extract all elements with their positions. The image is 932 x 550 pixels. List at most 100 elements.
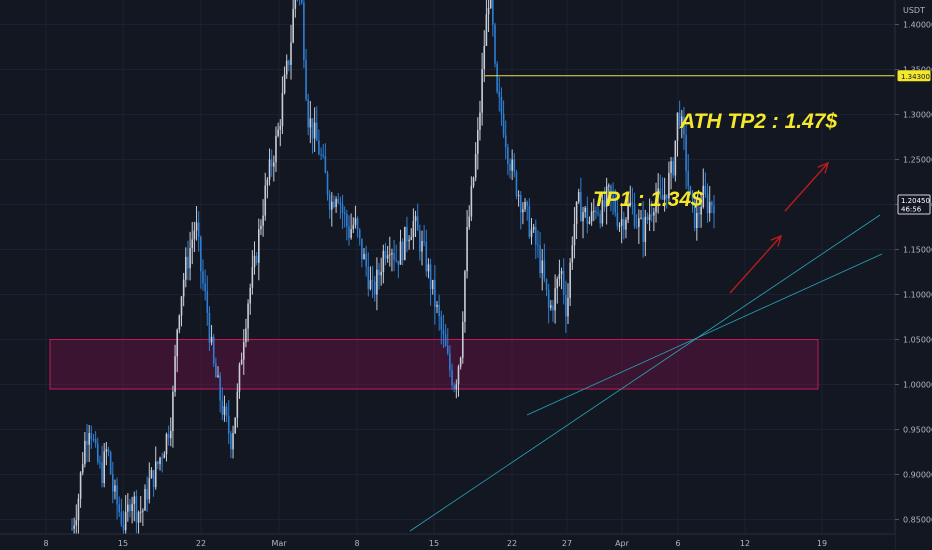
- candle-body: [81, 464, 84, 473]
- candle-body: [187, 256, 189, 269]
- candle-body: [661, 195, 664, 200]
- candle-body: [517, 195, 520, 197]
- candle-body: [133, 496, 136, 504]
- candle-body: [88, 432, 90, 445]
- y-tick-label: 1.30000: [903, 111, 932, 120]
- candle-body: [197, 222, 200, 237]
- arrow-shaft: [729, 235, 782, 294]
- candle-body: [481, 69, 483, 113]
- candle-body: [534, 226, 537, 245]
- candle-body: [629, 202, 632, 206]
- candle-body: [442, 329, 445, 335]
- support-zone: [49, 339, 819, 390]
- candle-body: [101, 462, 103, 484]
- candle-body: [275, 135, 277, 163]
- candle-body: [696, 212, 698, 229]
- candle-body: [245, 328, 247, 343]
- price-scale-panel[interactable]: [895, 0, 932, 550]
- x-tick-label: 19: [817, 539, 827, 548]
- price-tag-tp1: 1.34300: [897, 70, 931, 82]
- candle-body: [642, 217, 644, 242]
- candle-body: [659, 188, 662, 196]
- candle-body: [522, 209, 524, 213]
- candle-body: [601, 200, 604, 224]
- candle-body: [92, 439, 95, 441]
- candle-body: [698, 212, 700, 215]
- candle-body: [560, 270, 563, 275]
- y-tick-label: 1.05000: [903, 336, 932, 345]
- candle-body: [526, 201, 528, 206]
- candle-body: [249, 287, 252, 304]
- candle-body: [217, 375, 219, 378]
- candle-body: [674, 140, 677, 176]
- candle-body: [152, 470, 155, 488]
- candle-body: [114, 485, 116, 492]
- candle-body: [509, 164, 511, 171]
- candle-body: [251, 267, 254, 288]
- candle-body: [159, 457, 161, 465]
- candle-body: [665, 194, 668, 199]
- candle-body: [212, 336, 215, 364]
- candle-body: [464, 271, 466, 322]
- candle-body: [504, 135, 507, 148]
- candle-body: [646, 216, 649, 221]
- candle-body: [492, 0, 494, 25]
- candle-body: [346, 214, 348, 227]
- candle-body: [618, 225, 621, 227]
- candle-body: [704, 185, 707, 194]
- candle-body: [191, 239, 194, 249]
- trendline-steep: [409, 214, 881, 532]
- candle-body: [545, 278, 548, 290]
- candle-body: [584, 207, 586, 213]
- candle-body: [401, 241, 404, 260]
- candle-body: [225, 406, 228, 417]
- candle-body: [305, 60, 307, 100]
- candle-body: [638, 218, 640, 227]
- time-scale-panel[interactable]: [0, 534, 895, 550]
- candle-body: [157, 461, 159, 465]
- candle-body: [419, 230, 421, 252]
- candle-body: [129, 504, 131, 512]
- candle-body: [494, 24, 496, 64]
- candle-body: [635, 226, 638, 228]
- candle-body: [307, 99, 309, 128]
- candle-body: [513, 159, 516, 173]
- candle-body: [625, 219, 627, 230]
- candle-body: [208, 312, 211, 343]
- candle-body: [603, 200, 606, 207]
- candle-body: [322, 154, 325, 156]
- price-tag-box: [897, 194, 931, 215]
- candle-body: [595, 210, 597, 213]
- candle-body: [331, 201, 333, 210]
- candle-body: [313, 122, 316, 139]
- candle-body: [253, 255, 256, 268]
- candle-body: [339, 202, 342, 205]
- candle-body: [303, 2, 305, 61]
- candle-body: [711, 202, 713, 206]
- price-tag-box: [897, 70, 931, 82]
- candle-body: [178, 315, 181, 330]
- candle-body: [565, 294, 567, 317]
- candle-body: [519, 195, 522, 213]
- arrows-layer: [729, 161, 830, 294]
- candle-body: [706, 193, 709, 214]
- candle-body: [281, 92, 284, 126]
- candle-body: [356, 218, 359, 230]
- x-tick-label: 22: [196, 539, 206, 548]
- candle-body: [663, 194, 666, 200]
- candle-body: [425, 242, 428, 272]
- candle-body: [459, 357, 462, 367]
- candle-body: [103, 451, 106, 484]
- candle-body: [180, 296, 183, 316]
- candle-body: [367, 266, 370, 289]
- support-zone-layer: [49, 339, 819, 390]
- candle-body: [470, 185, 473, 217]
- candle-body: [689, 186, 692, 195]
- candle-body: [685, 134, 687, 172]
- candle-body: [543, 260, 546, 279]
- candle-body: [528, 205, 531, 237]
- candle-body: [84, 440, 86, 465]
- candle-body: [547, 289, 550, 308]
